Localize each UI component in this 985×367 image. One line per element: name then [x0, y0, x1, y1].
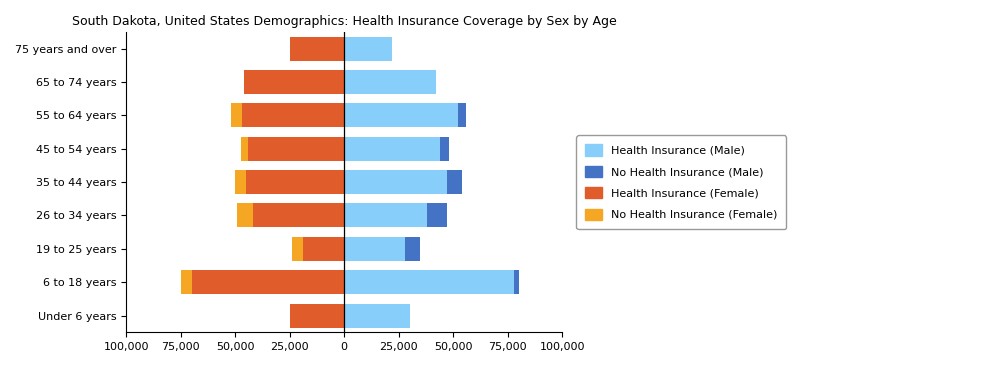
Bar — [344, 70, 435, 94]
Bar — [180, 270, 191, 294]
Bar — [457, 103, 466, 127]
Legend: Health Insurance (Male), No Health Insurance (Male), Health Insurance (Female), : Health Insurance (Male), No Health Insur… — [576, 135, 786, 229]
Bar — [290, 304, 344, 328]
Bar — [191, 270, 344, 294]
Bar — [344, 237, 405, 261]
Bar — [405, 237, 421, 261]
Bar — [235, 170, 246, 194]
Bar — [290, 37, 344, 61]
Bar — [230, 103, 241, 127]
Bar — [246, 170, 344, 194]
Bar — [344, 137, 440, 161]
Bar — [302, 237, 344, 261]
Bar — [440, 137, 449, 161]
Bar — [344, 37, 392, 61]
Bar — [252, 203, 344, 228]
Bar — [344, 103, 457, 127]
Bar — [244, 70, 344, 94]
Bar — [344, 304, 410, 328]
Bar — [344, 170, 446, 194]
Bar — [237, 203, 252, 228]
Bar — [427, 203, 446, 228]
Bar — [248, 137, 344, 161]
Bar — [240, 137, 248, 161]
Bar — [292, 237, 302, 261]
Bar — [514, 270, 518, 294]
Bar — [446, 170, 462, 194]
Bar — [344, 270, 514, 294]
Bar — [344, 203, 427, 228]
Bar — [241, 103, 344, 127]
Title: South Dakota, United States Demographics: Health Insurance Coverage by Sex by Ag: South Dakota, United States Demographics… — [72, 15, 617, 28]
